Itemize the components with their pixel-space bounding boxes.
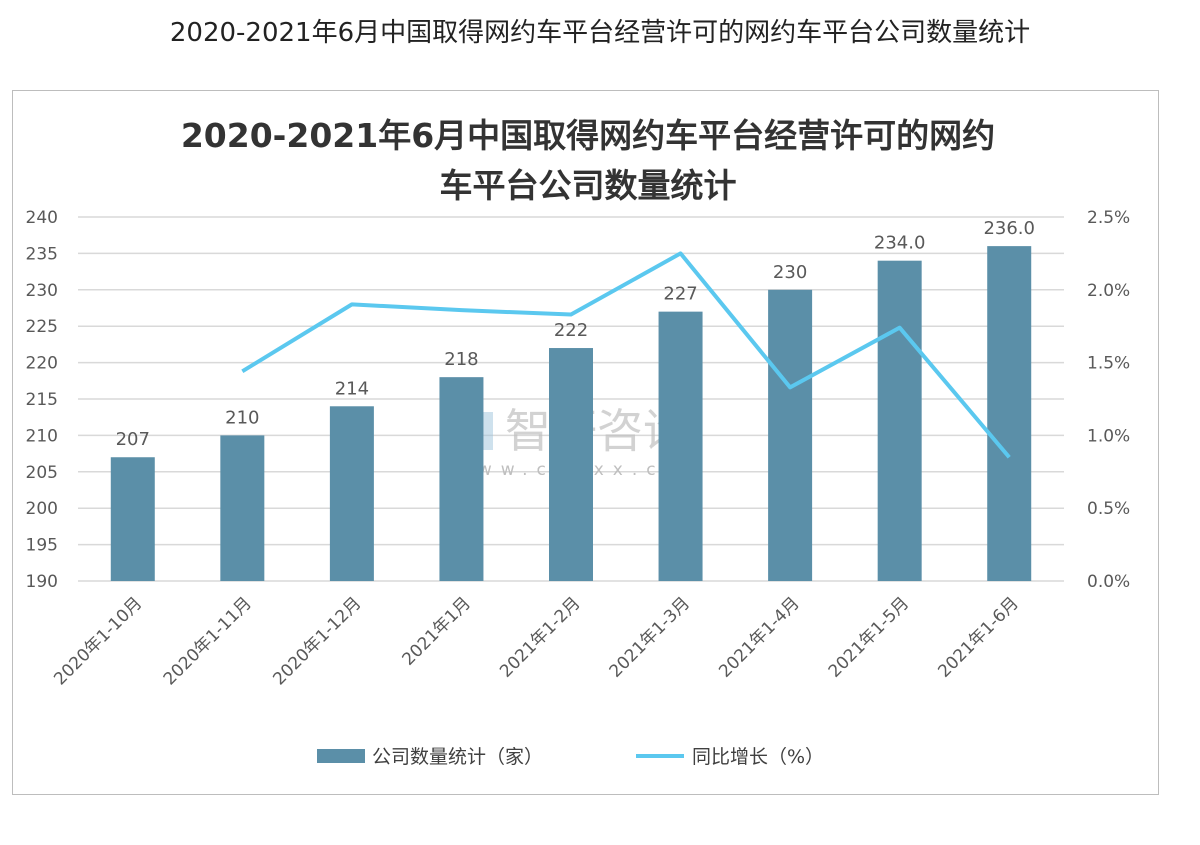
bar-data-label: 234.0 (874, 233, 926, 254)
watermark-logo: 智研咨询 (505, 404, 689, 458)
legend-bar-swatch (317, 749, 365, 763)
left-axis-tick: 225 (26, 317, 58, 337)
legend-bar-label: 公司数量统计（家） (372, 746, 543, 768)
legend-line-label: 同比增长（%） (692, 746, 824, 768)
right-axis-tick: 2.0% (1087, 281, 1130, 301)
chart-title-line: 2020-2021年6月中国取得网约车平台经营许可的网约 (181, 116, 995, 155)
x-axis-tick: 2020年1-10月 (50, 593, 146, 689)
bar (329, 406, 374, 581)
bar-data-label: 218 (444, 349, 478, 370)
bar-data-label: 222 (554, 320, 588, 341)
left-axis-tick: 235 (26, 244, 58, 264)
left-axis-tick: 190 (26, 572, 58, 592)
right-axis-tick: 1.5% (1087, 354, 1130, 374)
left-axis-tick: 195 (26, 536, 58, 556)
x-axis-tick: 2021年1-6月 (934, 593, 1022, 681)
bar (658, 311, 703, 581)
left-axis-tick: 230 (26, 281, 58, 301)
left-axis-tick: 215 (26, 390, 58, 410)
left-axis-tick: 200 (26, 499, 58, 519)
bar-data-label: 227 (663, 284, 697, 305)
bar-data-label: 214 (335, 378, 369, 399)
left-axis-tick: 205 (26, 463, 58, 483)
bar (877, 260, 922, 581)
x-axis-tick: 2021年1-2月 (496, 593, 584, 681)
bar (220, 435, 265, 581)
bar (768, 289, 813, 581)
right-axis-tick: 2.5% (1087, 208, 1130, 228)
page-title: 2020-2021年6月中国取得网约车平台经营许可的网约车平台公司数量统计 (169, 18, 1031, 48)
bar-data-label: 230 (773, 262, 807, 283)
chart-container (12, 90, 1159, 795)
x-axis-tick: 2021年1-3月 (606, 593, 694, 681)
bar (549, 348, 593, 581)
chart-title-line: 车平台公司数量统计 (440, 166, 737, 205)
growth-line (241, 251, 1011, 459)
bar (110, 457, 155, 581)
bar-data-label: 207 (116, 429, 150, 450)
x-axis-tick: 2020年1-11月 (160, 593, 256, 689)
left-axis-tick: 210 (26, 426, 58, 446)
right-axis-tick: 1.0% (1087, 426, 1130, 446)
x-axis-tick: 2021年1-4月 (715, 593, 803, 681)
bar-data-label: 236.0 (983, 218, 1035, 239)
bar-data-label: 210 (225, 407, 259, 428)
bar (987, 246, 1032, 581)
x-axis-tick: 2021年1月 (399, 593, 475, 669)
left-axis-tick: 220 (26, 354, 58, 374)
right-axis-tick: 0.5% (1087, 499, 1130, 519)
x-axis-tick: 2021年1-5月 (825, 593, 913, 681)
right-axis-tick: 0.0% (1087, 572, 1130, 592)
x-axis-tick: 2020年1-12月 (269, 593, 365, 689)
bar (439, 377, 484, 581)
left-axis-tick: 240 (26, 208, 58, 228)
